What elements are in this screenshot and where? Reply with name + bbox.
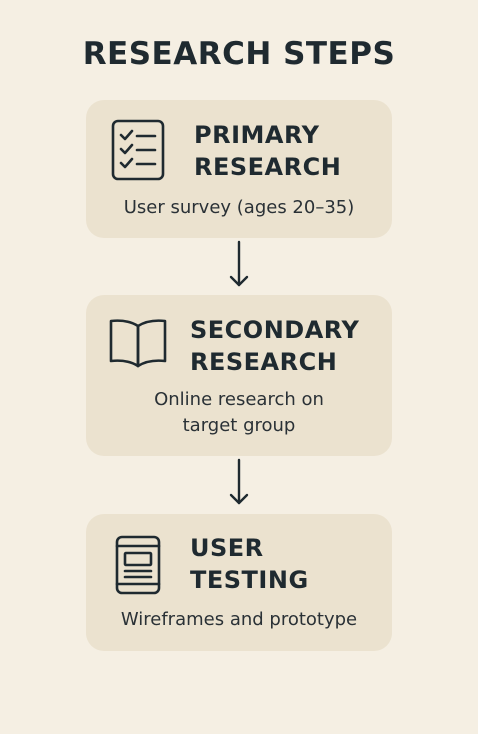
- step-heading-line: RESEARCH: [190, 348, 338, 376]
- step-description: Online research on target group: [86, 387, 392, 439]
- step-description-line: Wireframes and prototype: [120, 609, 358, 630]
- step-description-line: User survey (ages 20–35): [123, 197, 355, 218]
- step-description-line: target group: [182, 415, 296, 436]
- step-description-line: Online research on: [154, 389, 324, 410]
- open-book-icon: [108, 317, 168, 369]
- checklist-icon: [110, 118, 166, 182]
- step-card-user-testing: USER TESTING Wireframes and prototype: [86, 514, 392, 651]
- step-description: Wireframes and prototype: [86, 607, 392, 633]
- step-heading-line: RESEARCH: [194, 153, 342, 181]
- step-heading-line: TESTING: [190, 566, 309, 594]
- step-heading-line: SECONDARY: [190, 316, 360, 344]
- step-heading: USER TESTING: [190, 532, 309, 596]
- step-card-secondary-research: SECONDARY RESEARCH Online research on ta…: [86, 295, 392, 456]
- step-heading: SECONDARY RESEARCH: [190, 314, 359, 378]
- down-arrow-icon: [226, 458, 252, 508]
- step-heading: PRIMARY RESEARCH: [194, 119, 341, 183]
- step-description: User survey (ages 20–35): [86, 195, 392, 221]
- step-heading-line: PRIMARY: [194, 121, 320, 149]
- step-card-primary-research: PRIMARY RESEARCH User survey (ages 20–35…: [86, 100, 392, 238]
- down-arrow-icon: [226, 240, 252, 290]
- page-title: RESEARCH STEPS: [82, 36, 396, 72]
- step-heading-line: USER: [190, 534, 264, 562]
- mobile-wireframe-icon: [114, 534, 162, 596]
